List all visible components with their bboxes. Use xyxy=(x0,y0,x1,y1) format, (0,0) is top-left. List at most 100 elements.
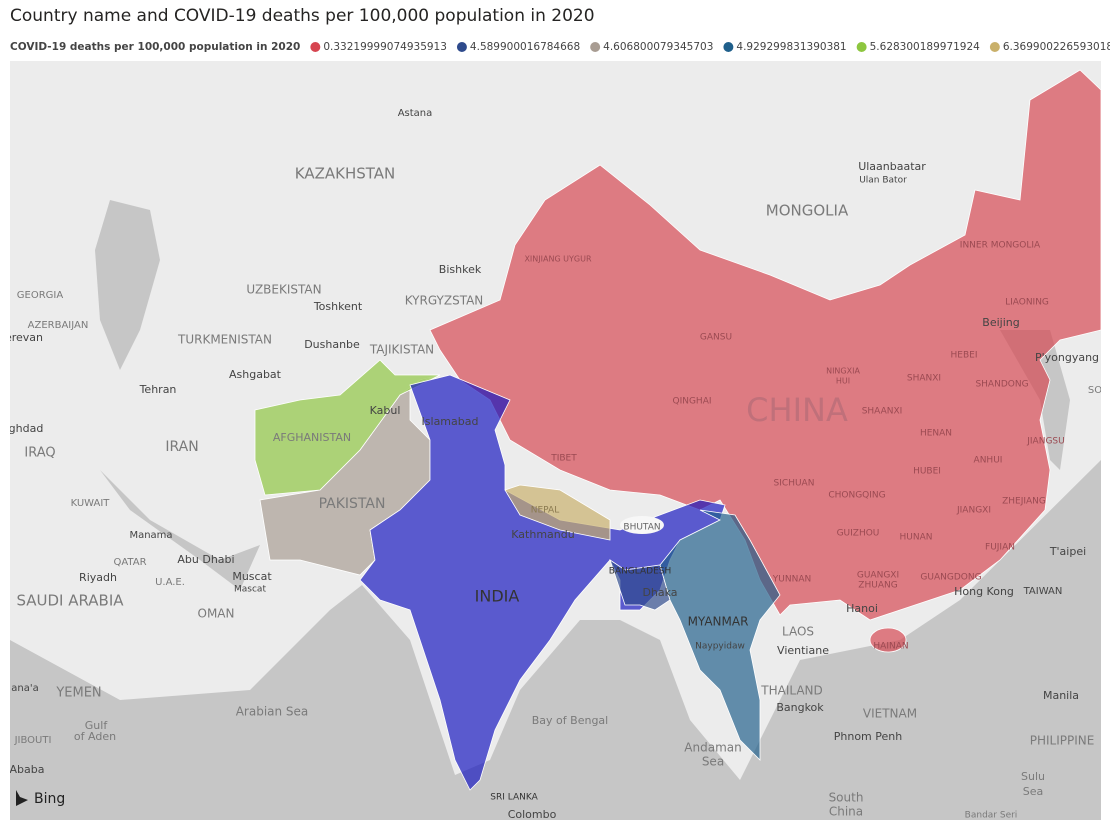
map-label: GUANGDONG xyxy=(920,573,981,583)
legend-swatch xyxy=(590,42,601,52)
map-label: Hanoi xyxy=(846,602,878,615)
map-label: HUI xyxy=(836,377,850,386)
map-label: Kabul xyxy=(370,404,401,417)
bhutan xyxy=(620,516,664,534)
map-label: GANSU xyxy=(700,333,732,343)
map-label: Bandar Seri xyxy=(965,811,1018,821)
legend-label: 6.369900226593018 xyxy=(1003,41,1110,53)
map-label: Ashgabat xyxy=(229,368,282,381)
map-label: VIETNAM xyxy=(863,707,917,721)
map-label: YUNNAN xyxy=(772,575,811,585)
map-label: QINGHAI xyxy=(672,397,711,407)
map-label: Ulaanbaatar xyxy=(858,160,926,173)
legend-swatch xyxy=(310,42,321,52)
legend-title: COVID-19 deaths per 100,000 population i… xyxy=(10,41,300,53)
legend-label: 4.589900016784668 xyxy=(470,41,580,53)
map-label: U.A.E. xyxy=(155,577,185,588)
map-label: SAUDI ARABIA xyxy=(16,592,124,610)
map-label: of Aden xyxy=(74,730,116,743)
map-label: JIBOUTI xyxy=(14,735,52,746)
legend-label: 4.929299831390381 xyxy=(736,41,846,53)
map-area[interactable]: Astana KAZAKHSTAN Ulaanbaatar Ulan Bator MON… xyxy=(5,61,1102,821)
map-labels: Astana KAZAKHSTAN Ulaanbaatar Ulan Bator MON… xyxy=(5,108,1102,821)
map-label: Muscat xyxy=(232,570,272,583)
map-label: Bangkok xyxy=(776,701,824,714)
map-label: Ababa xyxy=(10,763,45,776)
bangladesh[interactable] xyxy=(609,559,671,611)
map-label: Vientiane xyxy=(777,644,829,657)
map-label: TAIWAN xyxy=(1023,586,1063,597)
map-label: IRAQ xyxy=(24,446,55,461)
map-label: YEMEN xyxy=(55,686,101,701)
map-label: HUNAN xyxy=(900,533,933,543)
map-label: Abu Dhabi xyxy=(177,553,234,566)
map-label: TIBET xyxy=(550,454,577,464)
map-label: Arabian Sea xyxy=(236,705,309,719)
map-label: SO xyxy=(1088,385,1102,396)
legend-item[interactable]: 4.606800079345703 xyxy=(590,41,713,53)
map-label: Bishkek xyxy=(439,263,482,276)
map-label: Ulan Bator xyxy=(859,176,907,186)
map-label: LIAONING xyxy=(1005,298,1049,308)
map-label: Manila xyxy=(1043,689,1079,702)
map-label: ZHEJIANG xyxy=(1002,497,1046,507)
map-label: KYRGYZSTAN xyxy=(405,294,484,308)
map-label: Mascat xyxy=(234,585,266,595)
legend: 0.33219999074935913 4.589900016784668 4.60… xyxy=(310,41,1110,53)
legend-item[interactable]: 0.33219999074935913 xyxy=(310,41,447,53)
bing-logo xyxy=(16,790,28,806)
map-label: Phnom Penh xyxy=(834,730,902,743)
legend-item[interactable]: 4.929299831390381 xyxy=(723,41,847,53)
legend-swatch xyxy=(989,42,1000,52)
map-label: P'yongyang xyxy=(1035,351,1099,364)
legend-label: 5.628300189971924 xyxy=(870,41,981,53)
map-label: Kathmandu xyxy=(511,528,574,541)
map-label: Bay of Bengal xyxy=(532,714,608,727)
map-label: Colombo xyxy=(508,808,557,821)
map-label: IRAN xyxy=(165,439,198,455)
map-label: SHANXI xyxy=(907,374,941,384)
ocean xyxy=(10,460,1101,820)
caspian-sea xyxy=(95,200,160,370)
map-label: JIANGXI xyxy=(956,506,991,516)
myanmar[interactable] xyxy=(659,509,781,761)
map-label: ZHUANG xyxy=(858,581,897,591)
map-label: SHAANXI xyxy=(862,407,903,417)
map-label: ana'a xyxy=(11,683,38,694)
map-label: HUBEI xyxy=(913,467,941,477)
map-label: Andaman xyxy=(684,741,741,755)
map-label: JIANGSU xyxy=(1026,437,1064,447)
map-label: Astana xyxy=(398,108,433,119)
map-label: FUJIAN xyxy=(985,543,1015,553)
legend-swatch xyxy=(856,42,867,52)
nepal[interactable] xyxy=(504,484,611,541)
map-label: Manama xyxy=(129,530,172,541)
persian-gulf xyxy=(100,470,260,590)
map-label: Beijing xyxy=(982,316,1019,329)
legend-item[interactable]: 5.628300189971924 xyxy=(856,41,981,53)
map-label: GUIZHOU xyxy=(837,529,880,539)
map-label: LAOS xyxy=(782,625,814,639)
map-label: SHANDONG xyxy=(975,380,1028,390)
map-label: Sulu xyxy=(1021,770,1045,783)
legend-label: 4.606800079345703 xyxy=(603,41,713,53)
map-label: Toshkent xyxy=(313,300,363,313)
map-label: erevan xyxy=(5,331,43,344)
map-label: HENAN xyxy=(920,429,952,439)
map-label: INDIA xyxy=(475,587,520,606)
legend-item[interactable]: 6.369900226593018 xyxy=(989,41,1110,53)
map-label: SICHUAN xyxy=(774,479,815,489)
map-label: GEORGIA xyxy=(17,290,64,301)
legend-swatch xyxy=(456,42,467,52)
map-label: Tehran xyxy=(139,383,177,396)
map-label: Dhaka xyxy=(642,586,677,599)
map-label: TAJIKISTAN xyxy=(369,343,434,357)
legend-item[interactable]: 4.589900016784668 xyxy=(456,41,580,53)
map-label: Dushanbe xyxy=(304,338,360,351)
map-label: QATAR xyxy=(113,557,146,568)
map-label: Islamabad xyxy=(422,415,479,428)
map-label: Gulf xyxy=(85,719,109,732)
attribution: Bing xyxy=(16,790,65,807)
